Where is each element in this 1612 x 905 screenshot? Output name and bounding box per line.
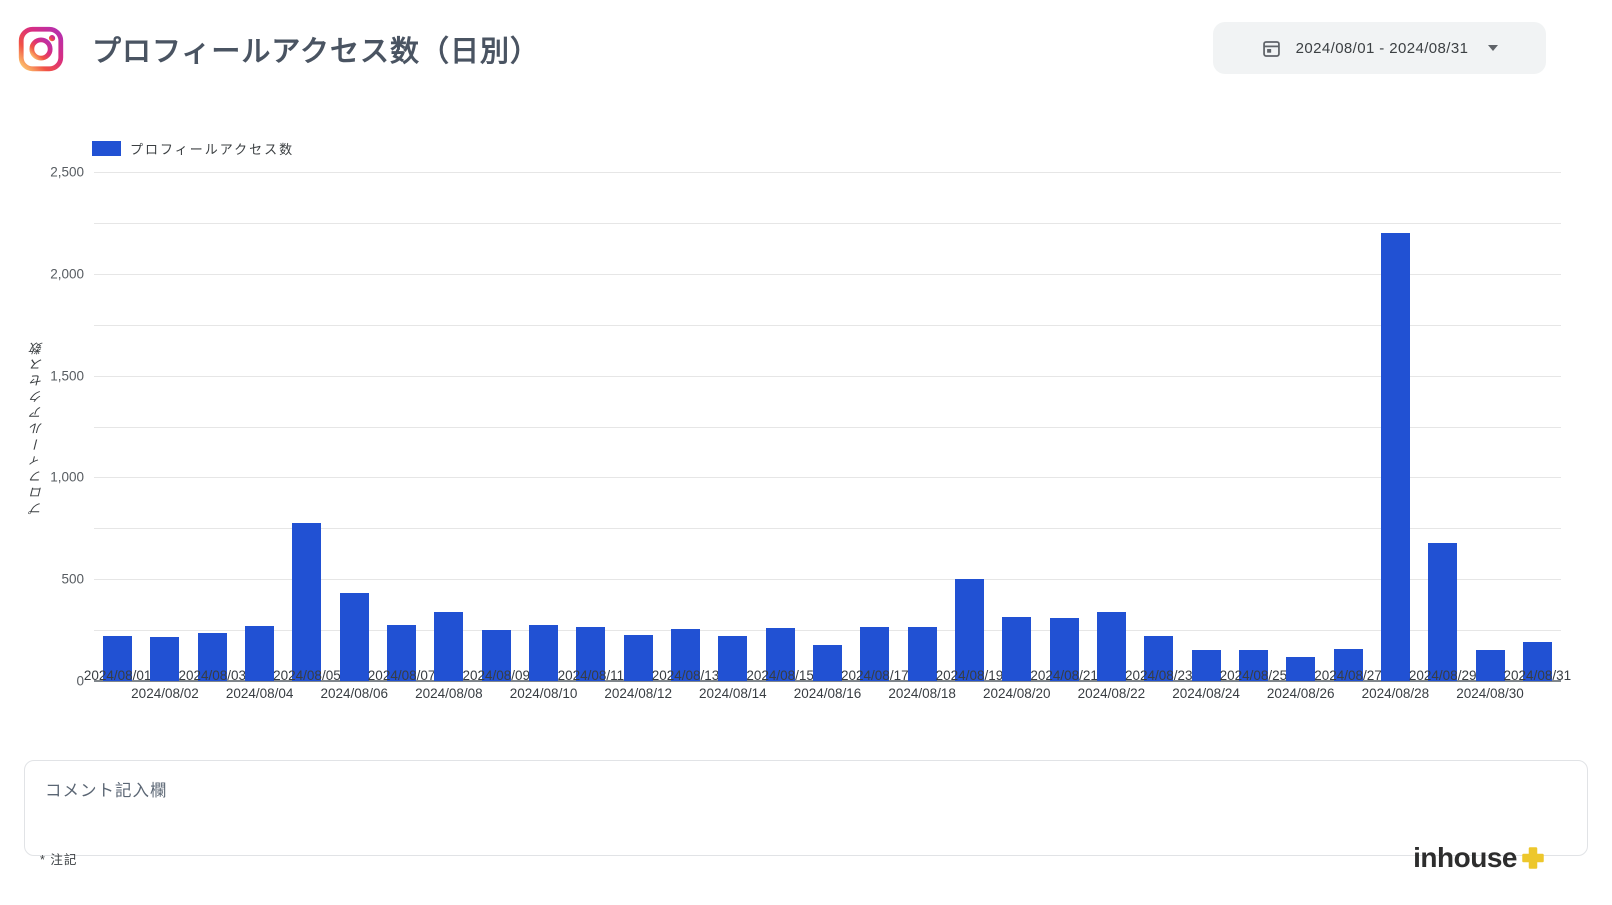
chart-bar[interactable] — [150, 637, 180, 681]
date-range-picker[interactable]: 2024/08/01 - 2024/08/31 — [1213, 22, 1546, 74]
y-tick-label: 1,500 — [50, 368, 84, 384]
gridline — [94, 528, 1561, 530]
chart-bar[interactable] — [434, 612, 464, 681]
brand-name: inhouse — [1413, 842, 1517, 873]
x-tick-label: 2024/08/27 — [1314, 668, 1382, 683]
instagram-icon — [16, 24, 66, 74]
footnote: * 注記 — [40, 853, 78, 867]
gridline — [94, 375, 1561, 377]
chart-legend: プロフィールアクセス数 — [92, 139, 294, 158]
chart-bar[interactable] — [1380, 233, 1410, 681]
gridline — [94, 477, 1561, 479]
x-tick-label: 2024/08/11 — [557, 668, 625, 683]
x-tick-label: 2024/08/05 — [273, 668, 341, 683]
chart-bar[interactable] — [1428, 543, 1458, 681]
chart-bar[interactable] — [907, 627, 937, 681]
plus-icon — [1521, 846, 1545, 870]
y-tick-label: 2,000 — [50, 266, 84, 282]
x-tick-label: 2024/08/29 — [1408, 668, 1477, 683]
gridline — [94, 579, 1561, 581]
chart-bar[interactable] — [1286, 657, 1316, 681]
x-tick-label: 2024/08/21 — [1030, 668, 1098, 683]
x-tick-label: 2024/08/28 — [1361, 686, 1430, 701]
chart-bar[interactable] — [292, 523, 322, 681]
chart-bar[interactable] — [339, 593, 369, 681]
x-tick-label: 2024/08/14 — [699, 686, 767, 701]
x-tick-label: 2024/08/23 — [1124, 668, 1193, 683]
x-tick-label: 2024/08/06 — [320, 686, 389, 701]
legend-swatch — [92, 141, 121, 156]
chart-bar[interactable] — [481, 630, 511, 681]
date-range-value: 2024/08/01 - 2024/08/31 — [1295, 39, 1469, 57]
x-tick-label: 2024/08/09 — [462, 668, 531, 683]
x-tick-label: 2024/08/04 — [225, 686, 294, 701]
x-tick-label: 2024/08/20 — [982, 686, 1051, 701]
x-tick-label: 2024/08/18 — [888, 686, 956, 701]
x-tick-label: 2024/08/30 — [1456, 686, 1524, 701]
chart-bar[interactable] — [718, 636, 748, 681]
chart-bar[interactable] — [954, 579, 984, 681]
y-tick-label: 1,000 — [50, 469, 84, 485]
chart-bar[interactable] — [1238, 650, 1268, 681]
x-tick-label: 2024/08/02 — [131, 686, 199, 701]
chart-bar[interactable] — [1096, 612, 1126, 681]
x-tick-label: 2024/08/08 — [415, 686, 483, 701]
x-tick-label: 2024/08/17 — [841, 668, 909, 683]
y-tick-label: 500 — [61, 571, 84, 587]
gridline — [94, 172, 1561, 173]
chart-bar[interactable] — [387, 625, 417, 681]
chart-bar[interactable] — [1475, 650, 1505, 681]
chart-bar[interactable] — [1522, 642, 1552, 681]
dropdown-caret-icon — [1488, 45, 1499, 51]
chart-bar[interactable] — [1002, 617, 1032, 681]
chart-bar[interactable] — [860, 627, 890, 681]
calendar-icon — [1261, 38, 1282, 59]
y-tick-label: 2,500 — [50, 164, 84, 180]
chart-bar[interactable] — [1191, 650, 1221, 681]
x-axis-line — [94, 680, 1561, 682]
chart-bar[interactable] — [529, 625, 559, 681]
chart-bar[interactable] — [1049, 618, 1079, 681]
page-title: プロフィールアクセス数（日別） — [92, 36, 540, 68]
chart-bar[interactable] — [103, 636, 133, 681]
x-tick-label: 2024/08/13 — [651, 668, 720, 683]
x-tick-label: 2024/08/01 — [83, 668, 152, 683]
chart-bar[interactable] — [197, 633, 227, 681]
gridline — [94, 630, 1561, 632]
x-tick-label: 2024/08/03 — [178, 668, 247, 683]
x-tick-label: 2024/08/19 — [935, 668, 1004, 683]
x-tick-label: 2024/08/15 — [746, 668, 814, 683]
x-tick-label: 2024/08/22 — [1077, 686, 1146, 701]
gridline — [94, 426, 1561, 428]
brand-logo: inhouse — [1413, 842, 1545, 874]
chart-bar[interactable] — [576, 627, 606, 681]
chart-bar[interactable] — [765, 628, 795, 681]
gridline — [94, 273, 1561, 275]
x-tick-label: 2024/08/25 — [1219, 668, 1288, 683]
y-tick-label: 0 — [76, 673, 84, 689]
x-tick-label: 2024/08/12 — [604, 686, 672, 701]
x-tick-label: 2024/08/24 — [1172, 686, 1240, 701]
chart-bar[interactable] — [671, 629, 701, 681]
chart-bar[interactable] — [623, 635, 653, 681]
legend-label: プロフィールアクセス数 — [130, 142, 295, 157]
comment-input[interactable] — [24, 760, 1588, 856]
chart-bar[interactable] — [813, 645, 842, 681]
y-axis-title: プロフィールアクセス数 — [30, 339, 45, 515]
x-tick-label: 2024/08/16 — [793, 686, 862, 701]
chart-bar[interactable] — [245, 626, 275, 681]
x-tick-label: 2024/08/07 — [367, 668, 436, 683]
x-tick-label: 2024/08/31 — [1503, 668, 1572, 683]
chart-bar[interactable] — [1144, 636, 1174, 681]
x-tick-label: 2024/08/10 — [509, 686, 578, 701]
chart-bar[interactable] — [1333, 649, 1363, 681]
gridline — [94, 222, 1561, 224]
x-tick-label: 2024/08/26 — [1266, 686, 1335, 701]
gridline — [94, 324, 1561, 326]
